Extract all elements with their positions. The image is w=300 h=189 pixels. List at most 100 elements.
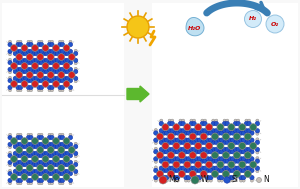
Circle shape [173,129,177,132]
Circle shape [42,169,46,174]
Circle shape [195,142,199,145]
Circle shape [209,142,212,145]
Circle shape [29,40,32,43]
Circle shape [48,151,51,154]
Circle shape [47,153,52,158]
Circle shape [211,147,215,152]
Circle shape [58,164,61,167]
Circle shape [173,138,177,142]
Circle shape [182,132,185,135]
Circle shape [236,166,240,170]
Circle shape [237,119,240,122]
Circle shape [22,142,25,145]
Circle shape [27,169,30,172]
Circle shape [27,58,30,61]
Circle shape [66,49,69,52]
Circle shape [223,119,226,122]
Circle shape [212,138,215,141]
Circle shape [68,54,75,60]
Circle shape [225,140,230,145]
Circle shape [64,62,67,65]
Circle shape [159,176,167,184]
Circle shape [48,89,51,92]
Circle shape [39,153,44,158]
Circle shape [256,119,259,122]
Circle shape [230,149,235,154]
Circle shape [55,169,59,174]
Circle shape [200,166,205,170]
Circle shape [55,70,59,74]
Circle shape [165,175,169,180]
Circle shape [236,159,240,163]
Circle shape [55,76,59,81]
Circle shape [236,140,240,145]
Circle shape [60,153,64,158]
Circle shape [52,51,57,56]
Circle shape [18,136,22,140]
Circle shape [192,159,196,163]
Circle shape [63,76,67,81]
Circle shape [237,170,240,173]
Circle shape [179,156,182,160]
Circle shape [198,142,201,145]
Circle shape [56,67,59,70]
Circle shape [218,160,221,163]
Circle shape [68,67,73,71]
Circle shape [225,166,230,170]
Circle shape [14,155,17,158]
Circle shape [197,149,202,154]
Circle shape [45,169,49,174]
Circle shape [14,160,17,163]
Circle shape [160,119,163,122]
Circle shape [201,138,204,141]
Circle shape [68,171,73,176]
Circle shape [11,81,17,87]
Circle shape [35,155,38,158]
Circle shape [242,129,245,132]
Circle shape [239,160,242,163]
Circle shape [19,164,22,167]
Circle shape [162,168,166,173]
Circle shape [16,171,20,176]
Circle shape [173,166,177,169]
Circle shape [198,179,201,182]
Circle shape [167,147,172,152]
Circle shape [220,157,224,161]
Circle shape [39,60,44,65]
Circle shape [231,142,234,145]
Circle shape [16,78,20,83]
Circle shape [40,89,43,92]
Circle shape [189,159,194,163]
Circle shape [37,160,41,164]
Circle shape [66,58,70,63]
Circle shape [220,147,223,150]
Circle shape [160,170,163,173]
Circle shape [43,142,46,145]
Circle shape [32,163,36,167]
Circle shape [53,62,56,65]
Circle shape [69,133,72,136]
Circle shape [8,182,11,185]
Circle shape [19,146,22,149]
Circle shape [37,171,41,176]
Circle shape [58,153,62,158]
Circle shape [42,70,46,74]
Circle shape [60,85,64,90]
Circle shape [209,131,213,135]
Circle shape [173,168,177,173]
Circle shape [47,171,52,176]
Circle shape [39,160,44,164]
Circle shape [239,142,242,145]
Circle shape [74,173,77,176]
Circle shape [167,159,172,163]
Circle shape [19,71,22,74]
Circle shape [165,147,168,150]
FancyBboxPatch shape [2,3,124,187]
Circle shape [58,78,62,83]
Circle shape [209,149,213,154]
Circle shape [242,147,245,150]
Circle shape [29,76,32,79]
Circle shape [247,166,251,170]
Circle shape [206,129,209,132]
Circle shape [37,67,41,71]
